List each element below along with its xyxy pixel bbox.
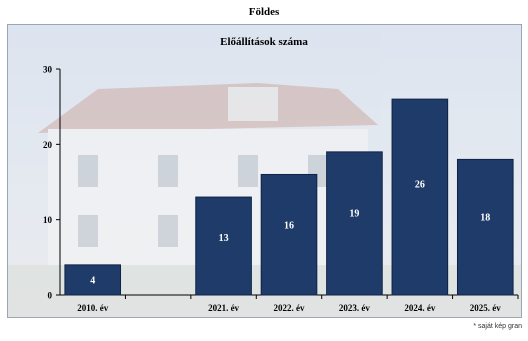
bar: [391, 98, 449, 296]
x-tick-label: 2023. év: [339, 303, 370, 313]
y-tick-label: 10: [43, 215, 53, 225]
bar: [195, 196, 252, 296]
bar-chart: Előállítások száma 0 10 20 30 4 2010. év 13 202…: [8, 25, 521, 317]
bar: [326, 151, 383, 296]
bar-value-label: 18: [480, 212, 490, 223]
x-tick-label: 2024. év: [404, 303, 435, 313]
location-title: Földes: [248, 6, 280, 18]
bar: [456, 158, 514, 296]
plot-area: 0 10 20 30 4 2010. év 13 2021. év 16 2022. év 19 20…: [43, 65, 519, 313]
chart-title: Előállítások száma: [220, 36, 308, 48]
bar-value-label: 13: [219, 233, 229, 244]
x-tick-label: 2021. év: [208, 303, 239, 313]
x-tick-label: 2025. év: [470, 303, 501, 313]
chart-frame: Előállítások száma 0 10 20 30 4 2010. év 13 202…: [7, 24, 522, 318]
x-tick-label: 2022. év: [274, 303, 305, 313]
bar-value-label: 16: [284, 221, 294, 232]
y-tick-label: 30: [43, 65, 53, 75]
bar-value-label: 4: [90, 275, 95, 286]
bar-value-label: 26: [415, 179, 425, 190]
bar: [64, 264, 122, 296]
y-tick-label: 20: [43, 140, 53, 150]
footnote: * saját kép gran: [473, 323, 522, 330]
bar-value-label: 19: [349, 208, 359, 219]
x-tick-label: 2010. év: [77, 303, 108, 313]
y-tick-label: 0: [48, 291, 53, 301]
bar: [260, 173, 318, 296]
